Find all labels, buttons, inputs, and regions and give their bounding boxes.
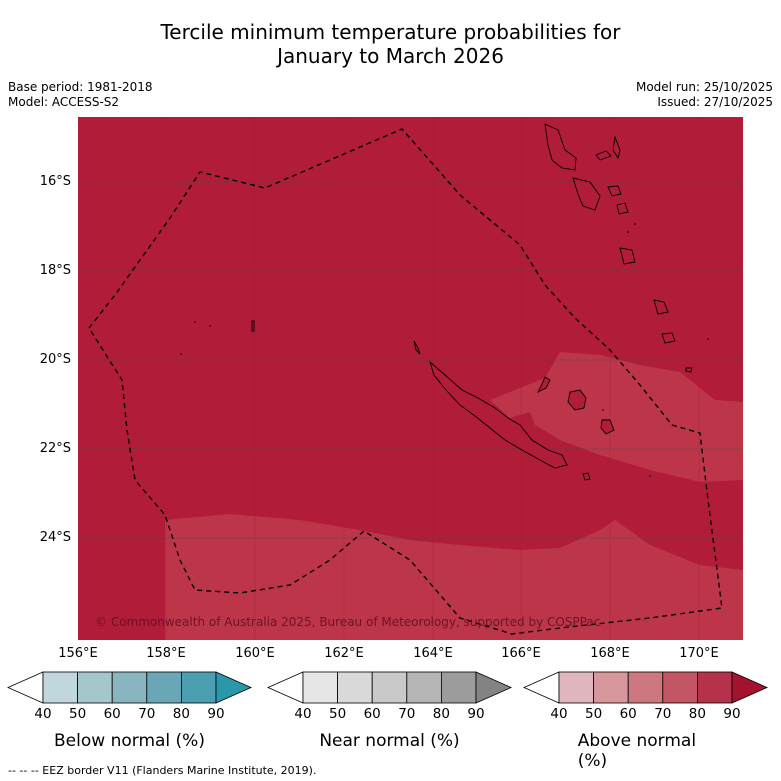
near-colorbar-tick: 80 bbox=[432, 706, 450, 722]
lon-label-170e: 170°E bbox=[679, 646, 719, 661]
eez-footnote: -- -- -- EEZ border V11 (Flanders Marine… bbox=[8, 764, 317, 777]
above-colorbar-min-extend bbox=[523, 671, 560, 704]
near-colorbar-bin bbox=[371, 671, 408, 704]
colorbars bbox=[7, 671, 768, 704]
near-colorbar-tick: 70 bbox=[398, 706, 416, 722]
above-colorbar-tick: 80 bbox=[688, 706, 706, 722]
lon-label-168e: 168°E bbox=[590, 646, 630, 661]
above-colorbar-bin bbox=[697, 671, 733, 704]
near-colorbar-bin bbox=[440, 671, 477, 704]
below-colorbar-bin bbox=[77, 671, 113, 704]
title-line-1: Tercile minimum temperature probabilitie… bbox=[160, 20, 621, 44]
epi-island bbox=[607, 185, 622, 197]
copyright-watermark: © Commonwealth of Australia 2025, Bureau… bbox=[95, 615, 600, 629]
near-colorbar-min-extend bbox=[267, 671, 304, 704]
above-colorbar-tick: 60 bbox=[619, 706, 637, 722]
near-colorbar-bin bbox=[302, 671, 338, 704]
issued-label: Issued: 27/10/2025 bbox=[657, 95, 773, 109]
meta-left: Base period: 1981-2018 Model: ACCESS-S2 bbox=[8, 80, 153, 110]
below-colorbar-tick: 40 bbox=[34, 706, 52, 722]
below-colorbar-tick: 90 bbox=[207, 706, 225, 722]
graticule bbox=[78, 117, 743, 640]
below-colorbar-bin bbox=[111, 671, 148, 704]
lat-label-24s: 24°S bbox=[39, 530, 71, 545]
near-colorbar-bin bbox=[406, 671, 442, 704]
lat-label-18s: 18°S bbox=[39, 263, 71, 278]
above-colorbar-tick: 40 bbox=[550, 706, 568, 722]
chart-title: Tercile minimum temperature probabilitie… bbox=[0, 20, 781, 68]
above-colorbar-bin bbox=[558, 671, 594, 704]
below-colorbar-tick: 50 bbox=[69, 706, 87, 722]
lat-label-20s: 20°S bbox=[39, 352, 71, 367]
lon-label-166e: 166°E bbox=[501, 646, 541, 661]
above-colorbar-tick: 50 bbox=[585, 706, 603, 722]
model-run-label: Model run: 25/10/2025 bbox=[635, 80, 773, 94]
matthew-island bbox=[685, 367, 693, 373]
below-colorbar-bin bbox=[146, 671, 182, 704]
below-colorbar-bin bbox=[180, 671, 217, 704]
near-colorbar-tick: 40 bbox=[294, 706, 312, 722]
lon-label-164e: 164°E bbox=[413, 646, 453, 661]
belep-island bbox=[413, 340, 421, 355]
ambae-island bbox=[595, 150, 612, 161]
above-colorbar-bin bbox=[593, 671, 629, 704]
near-colorbar-title: Near normal (%) bbox=[319, 731, 460, 751]
ouvea-island bbox=[536, 376, 551, 394]
erromango-island bbox=[619, 247, 636, 265]
meta-right: Model run: 25/10/2025 Issued: 27/10/2025 bbox=[636, 80, 773, 110]
lon-label-162e: 162°E bbox=[324, 646, 364, 661]
new-caledonia-island bbox=[429, 360, 568, 469]
near-colorbar-tick: 60 bbox=[363, 706, 381, 722]
lat-label-22s: 22°S bbox=[39, 441, 71, 456]
title-line-2: January to March 2026 bbox=[277, 44, 504, 68]
efate-island bbox=[616, 202, 629, 215]
below-colorbar-max-extend bbox=[215, 671, 252, 704]
lat-label-16s: 16°S bbox=[39, 174, 71, 189]
below-colorbar-tick: 60 bbox=[103, 706, 121, 722]
below-colorbar-bin bbox=[42, 671, 78, 704]
pentecost-island bbox=[612, 135, 621, 160]
espiritu-santo-island bbox=[544, 123, 577, 171]
below-colorbar-tick: 70 bbox=[138, 706, 156, 722]
lon-label-156e: 156°E bbox=[58, 646, 98, 661]
below-colorbar-min-extend bbox=[7, 671, 44, 704]
above-colorbar-bin bbox=[627, 671, 664, 704]
near-colorbar-tick: 50 bbox=[329, 706, 347, 722]
near-colorbar-bin bbox=[337, 671, 373, 704]
below-colorbar-tick: 80 bbox=[172, 706, 190, 722]
malekula-island bbox=[572, 177, 601, 211]
above-colorbar-tick: 70 bbox=[654, 706, 672, 722]
lon-label-160e: 160°E bbox=[235, 646, 275, 661]
model-label: Model: ACCESS-S2 bbox=[8, 95, 120, 109]
near-colorbar-tick: 90 bbox=[467, 706, 485, 722]
above-colorbar-tick: 90 bbox=[723, 706, 741, 722]
above-colorbar-bin bbox=[662, 671, 698, 704]
near-colorbar-max-extend bbox=[475, 671, 512, 704]
probability-region-south bbox=[165, 514, 743, 640]
above-colorbar-title: Above normal (%) bbox=[577, 731, 697, 771]
isle-of-pines bbox=[582, 472, 591, 481]
below-colorbar-title: Below normal (%) bbox=[54, 731, 205, 751]
mare-island bbox=[600, 419, 615, 435]
tanna-island bbox=[653, 299, 669, 315]
chesterfield-reef bbox=[251, 320, 255, 332]
aneityum-island bbox=[661, 332, 676, 344]
lon-label-158e: 158°E bbox=[146, 646, 186, 661]
above-colorbar-max-extend bbox=[731, 671, 768, 704]
probability-region-east bbox=[490, 352, 743, 482]
base-period-label: Base period: 1981-2018 bbox=[8, 80, 153, 94]
lifou-island bbox=[567, 389, 587, 411]
